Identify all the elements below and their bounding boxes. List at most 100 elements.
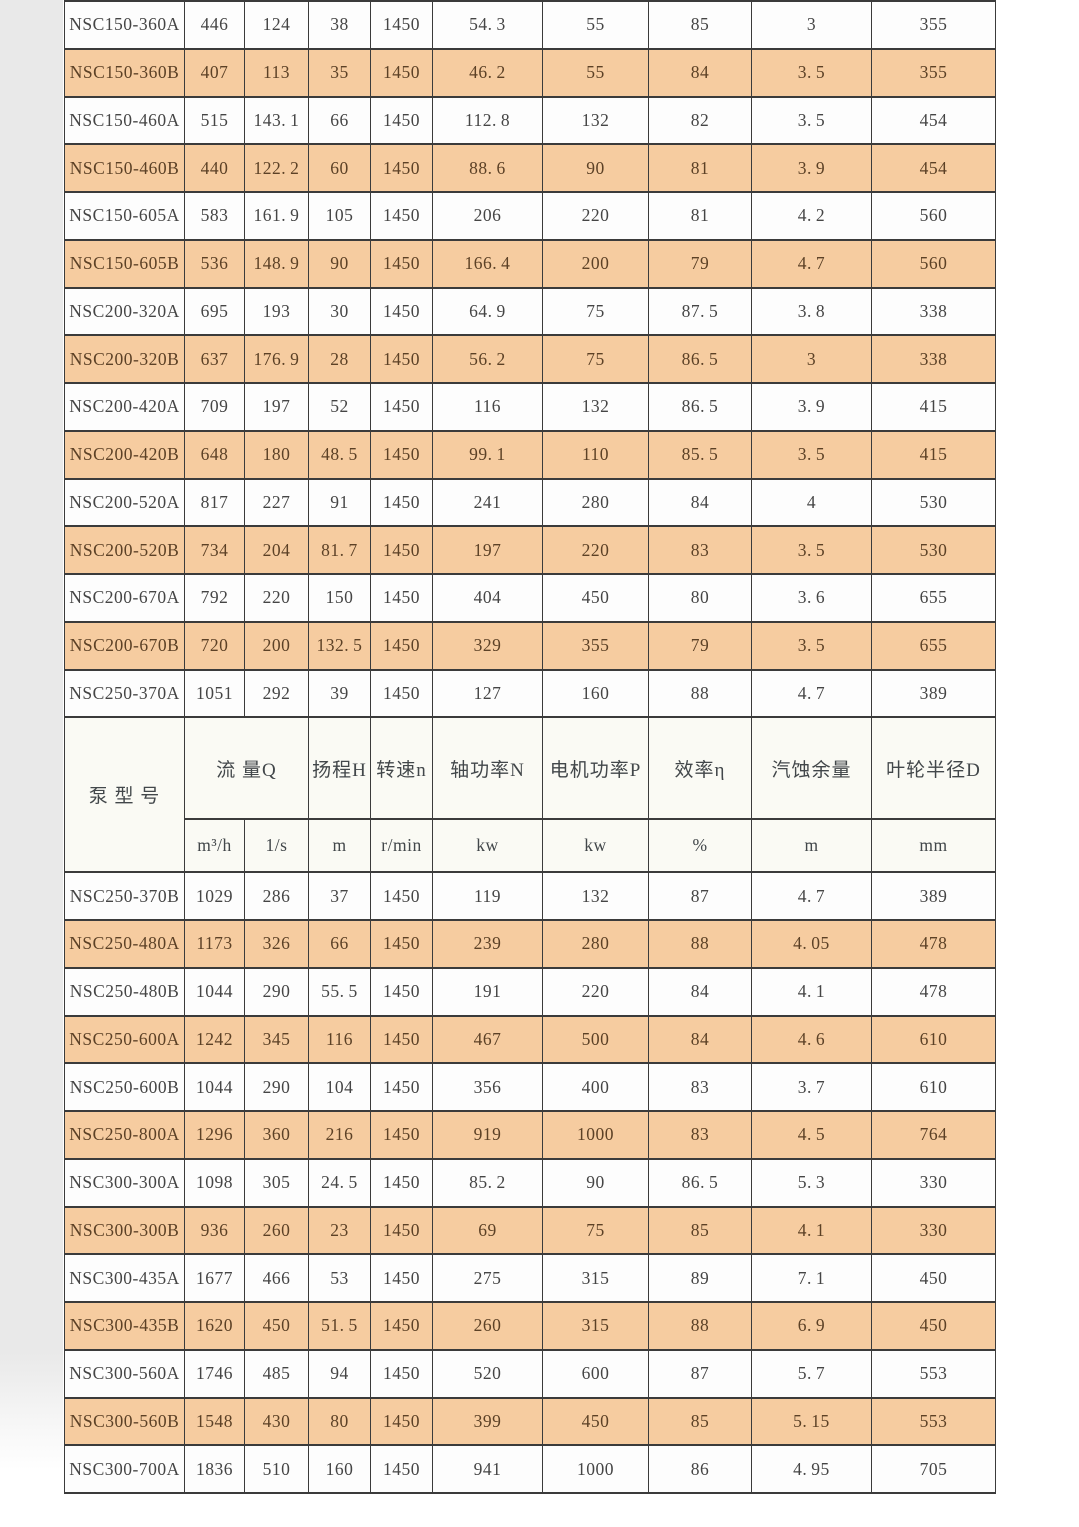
pump-model-cell: NSC300-560B [64,1396,185,1447]
pump-model-cell: NSC250-600A [64,1014,185,1065]
value-cell: 305 [244,1157,309,1208]
value-cell: 389 [871,871,996,921]
value-cell: 4. 7 [751,238,872,289]
value-cell: 122. 2 [244,143,309,193]
value-cell: 356 [432,1062,543,1112]
value-cell: 4. 7 [751,871,872,921]
value-cell: 56. 2 [432,334,543,384]
value-cell: 191 [432,966,543,1017]
header-motor-power-p: 电机功率P [542,716,649,821]
table-header-block: 泵 型 号 流 量Q 扬程H 转速n 轴功率N 电机功率P 效率η 汽蚀余量 叶… [64,716,996,874]
value-cell: 80 [648,573,752,623]
value-cell: 66 [308,919,371,969]
value-cell: 1450 [370,1062,433,1112]
value-cell: 180 [244,429,309,480]
value-cell: 5. 3 [751,1157,872,1208]
value-cell: 936 [184,1205,245,1256]
value-cell: 355 [542,620,649,671]
pump-model-cell: NSC200-320A [64,286,185,337]
value-cell: 260 [432,1301,543,1351]
value-cell: 637 [184,334,245,384]
value-cell: 1000 [542,1444,649,1494]
value-cell: 55 [542,47,649,98]
value-cell: 3 [751,0,872,50]
table-row: NSC250-370A 1051 292 39 1450 127 160 88 4. 7 389 [64,668,996,719]
value-cell: 3. 5 [751,525,872,575]
value-cell: 764 [871,1110,996,1160]
table-row: NSC250-800A 1296 360 216 1450 919 1000 83 4. 5 76… [64,1110,996,1160]
value-cell: 104 [308,1062,371,1112]
unit-shaft-power-kw: kw [432,818,543,874]
value-cell: 450 [871,1253,996,1303]
value-cell: 204 [244,525,309,575]
value-cell: 66 [308,95,371,146]
value-cell: 148. 9 [244,238,309,289]
value-cell: 1450 [370,1396,433,1447]
value-cell: 290 [244,966,309,1017]
value-cell: 94 [308,1348,371,1399]
value-cell: 1029 [184,871,245,921]
value-cell: 792 [184,573,245,623]
value-cell: 1450 [370,1301,433,1351]
value-cell: 407 [184,47,245,98]
value-cell: 3. 9 [751,382,872,432]
value-cell: 86. 5 [648,334,752,384]
value-cell: 37 [308,871,371,921]
header-head-h: 扬程H [308,716,371,821]
value-cell: 4. 95 [751,1444,872,1494]
value-cell: 84 [648,477,752,528]
table-rows-lower: NSC250-370B 1029 286 37 1450 119 132 87 4. 7 389 N… [64,871,996,1494]
value-cell: 3. 9 [751,143,872,193]
value-cell: 1746 [184,1348,245,1399]
value-cell: 485 [244,1348,309,1399]
value-cell: 216 [308,1110,371,1160]
value-cell: 110 [542,429,649,480]
value-cell: 239 [432,919,543,969]
value-cell: 227 [244,477,309,528]
value-cell: 1450 [370,573,433,623]
unit-speed-rmin: r/min [370,818,433,874]
value-cell: 86. 5 [648,1157,752,1208]
value-cell: 345 [244,1014,309,1065]
value-cell: 600 [542,1348,649,1399]
value-cell: 3. 8 [751,286,872,337]
value-cell: 338 [871,286,996,337]
pump-model-cell: NSC300-435A [64,1253,185,1303]
value-cell: 197 [244,382,309,432]
value-cell: 1450 [370,1253,433,1303]
table-row: NSC200-520B 734 204 81. 7 1450 197 220 83 3. 5 53… [64,525,996,575]
pump-model-cell: NSC250-480B [64,966,185,1017]
value-cell: 84 [648,1014,752,1065]
value-cell: 46. 2 [432,47,543,98]
value-cell: 1296 [184,1110,245,1160]
table-row: NSC250-370B 1029 286 37 1450 119 132 87 4. 7 389 [64,871,996,921]
value-cell: 275 [432,1253,543,1303]
value-cell: 35 [308,47,371,98]
value-cell: 610 [871,1014,996,1065]
value-cell: 1173 [184,919,245,969]
value-cell: 326 [244,919,309,969]
pump-model-cell: NSC150-460B [64,143,185,193]
value-cell: 415 [871,429,996,480]
value-cell: 1450 [370,191,433,241]
value-cell: 695 [184,286,245,337]
header-efficiency-eta: 效率η [648,716,752,821]
table-row: NSC200-520A 817 227 91 1450 241 280 84 4 530 [64,477,996,528]
value-cell: 430 [244,1396,309,1447]
value-cell: 530 [871,477,996,528]
value-cell: 112. 8 [432,95,543,146]
value-cell: 161. 9 [244,191,309,241]
table-row: NSC250-600A 1242 345 116 1450 467 500 84 4. 6 610 [64,1014,996,1065]
value-cell: 4. 2 [751,191,872,241]
unit-impeller-mm: mm [871,818,996,874]
value-cell: 553 [871,1396,996,1447]
value-cell: 454 [871,143,996,193]
value-cell: 734 [184,525,245,575]
value-cell: 80 [308,1396,371,1447]
table-row: NSC300-435A 1677 466 53 1450 275 315 89 7. 1 450 [64,1253,996,1303]
pump-model-cell: NSC250-480A [64,919,185,969]
value-cell: 55. 5 [308,966,371,1017]
